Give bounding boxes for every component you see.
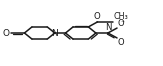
Text: O: O	[118, 19, 124, 28]
Text: CH₃: CH₃	[113, 12, 128, 21]
Text: O: O	[118, 38, 124, 47]
Text: ⁻: ⁻	[121, 18, 125, 27]
Text: O: O	[2, 29, 9, 37]
Text: N: N	[105, 23, 111, 32]
Text: O: O	[93, 12, 100, 21]
Text: N: N	[52, 29, 58, 37]
